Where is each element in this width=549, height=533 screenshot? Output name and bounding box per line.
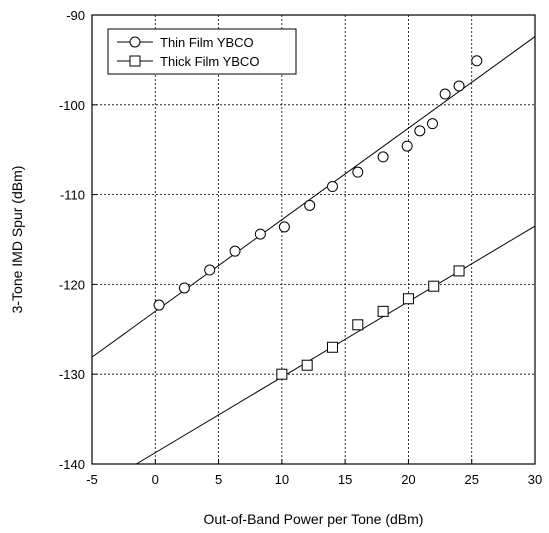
data-point-circle [178,282,190,294]
x-tick-label: 25 [464,472,478,487]
data-point-circle [153,299,165,311]
data-point-circle [453,80,465,92]
data-point-square [453,265,465,277]
data-point-circle [401,140,413,152]
y-tick-label: -140 [59,457,85,472]
data-point-circle [471,55,483,67]
data-point-circle [278,221,290,233]
x-tick-label: 0 [152,472,159,487]
x-tick-label: 20 [401,472,415,487]
data-point-square [276,368,288,380]
data-point-circle [229,245,241,257]
axis-ticks: -5 0 5 10 15 20 25 30 -140 -130 -120 -110 -100 -90 [59,8,542,487]
data-point-square [402,293,414,305]
data-point-circle [254,228,266,240]
x-tick-label: -5 [86,472,98,487]
data-markers [153,55,483,380]
data-point-circle [377,151,389,163]
y-tick-label: -120 [59,277,85,292]
data-point-circle [204,264,216,276]
y-axis-label: 3-Tone IMD Spur (dBm) [9,166,25,314]
x-tick-label: 30 [528,472,542,487]
data-point-circle [426,118,438,130]
data-point-circle [352,166,364,178]
y-tick-label: -100 [59,98,85,113]
data-point-circle [304,199,316,211]
legend-label: Thick Film YBCO [160,54,259,69]
legend-label: Thin Film YBCO [160,35,254,50]
y-tick-label: -90 [66,8,85,23]
plot-frame [91,14,536,465]
x-tick-label: 15 [338,472,352,487]
grid-lines [92,15,535,464]
data-point-square [301,359,313,371]
data-point-square [326,341,338,353]
x-tick-label: 5 [215,472,222,487]
data-point-square [377,305,389,317]
x-tick-label: 10 [275,472,289,487]
data-point-circle [439,88,451,100]
y-tick-label: -110 [60,188,85,203]
x-axis-label: Out-of-Band Power per Tone (dBm) [204,511,424,527]
data-point-circle [414,125,426,137]
data-point-square [352,319,364,331]
legend: Thin Film YBCO Thick Film YBCO [107,28,297,75]
legend-square-marker [129,55,141,67]
data-point-square [428,280,440,292]
legend-circle-marker [129,36,141,48]
y-tick-label: -130 [59,367,85,382]
data-point-circle [326,181,338,193]
